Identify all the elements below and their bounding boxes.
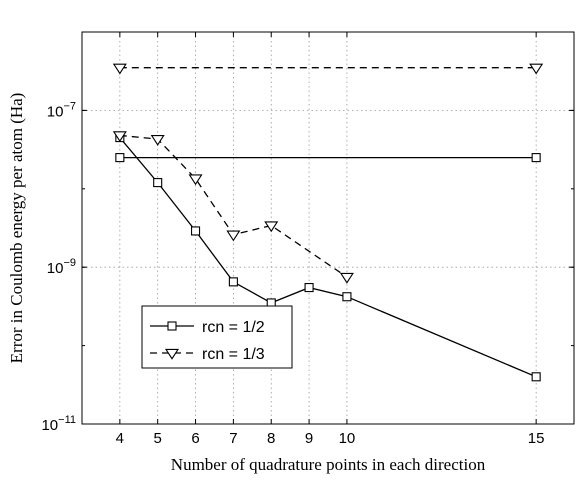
legend-marker bbox=[164, 348, 180, 360]
data-point bbox=[188, 174, 203, 186]
series-lines bbox=[112, 63, 544, 382]
x-tick-label: 7 bbox=[229, 430, 237, 447]
x-tick-label: 6 bbox=[191, 430, 199, 447]
data-point bbox=[190, 226, 201, 236]
data-point bbox=[115, 153, 125, 163]
x-tick-label: 15 bbox=[528, 430, 545, 447]
x-tick-label: 4 bbox=[116, 430, 124, 447]
x-tick-label: 8 bbox=[267, 430, 275, 447]
data-point bbox=[153, 178, 163, 188]
plot-frame bbox=[81, 31, 575, 425]
data-point bbox=[228, 277, 238, 287]
data-point bbox=[112, 63, 127, 75]
legend: rcn = 1/2 rcn = 1/3 bbox=[141, 305, 293, 369]
x-tick-label: 5 bbox=[154, 430, 162, 447]
data-point bbox=[226, 230, 241, 242]
data-point bbox=[304, 283, 314, 293]
data-point bbox=[150, 134, 165, 146]
axis-ticks: 4 5 6 7 8 9 10 15 10−11 10−9 10−7 bbox=[41, 31, 574, 447]
data-point bbox=[342, 292, 352, 302]
legend-label: rcn = 1/3 bbox=[202, 346, 265, 363]
x-tick-label: 10 bbox=[339, 430, 356, 447]
data-point bbox=[529, 63, 544, 75]
series-4 bbox=[112, 63, 544, 75]
y-tick-label: 10−7 bbox=[47, 100, 76, 120]
x-tick-label: 9 bbox=[305, 430, 313, 447]
y-axis-label: Error in Coulomb energy per atom (Ha) bbox=[7, 93, 26, 364]
x-axis-label: Number of quadrature points in each dire… bbox=[171, 455, 486, 474]
legend-label: rcn = 1/2 bbox=[202, 319, 265, 336]
data-point bbox=[264, 221, 279, 233]
data-point bbox=[112, 131, 127, 143]
series-line bbox=[119, 134, 348, 278]
series-line bbox=[119, 137, 537, 378]
legend-marker bbox=[167, 321, 177, 331]
series-2 bbox=[112, 131, 354, 284]
y-tick-label: 10−11 bbox=[41, 414, 76, 434]
data-point bbox=[531, 372, 541, 382]
series-3 bbox=[115, 153, 541, 163]
data-point bbox=[531, 153, 541, 163]
legend-box bbox=[141, 305, 293, 369]
data-point bbox=[339, 272, 354, 284]
y-tick-label: 10−9 bbox=[47, 257, 76, 277]
